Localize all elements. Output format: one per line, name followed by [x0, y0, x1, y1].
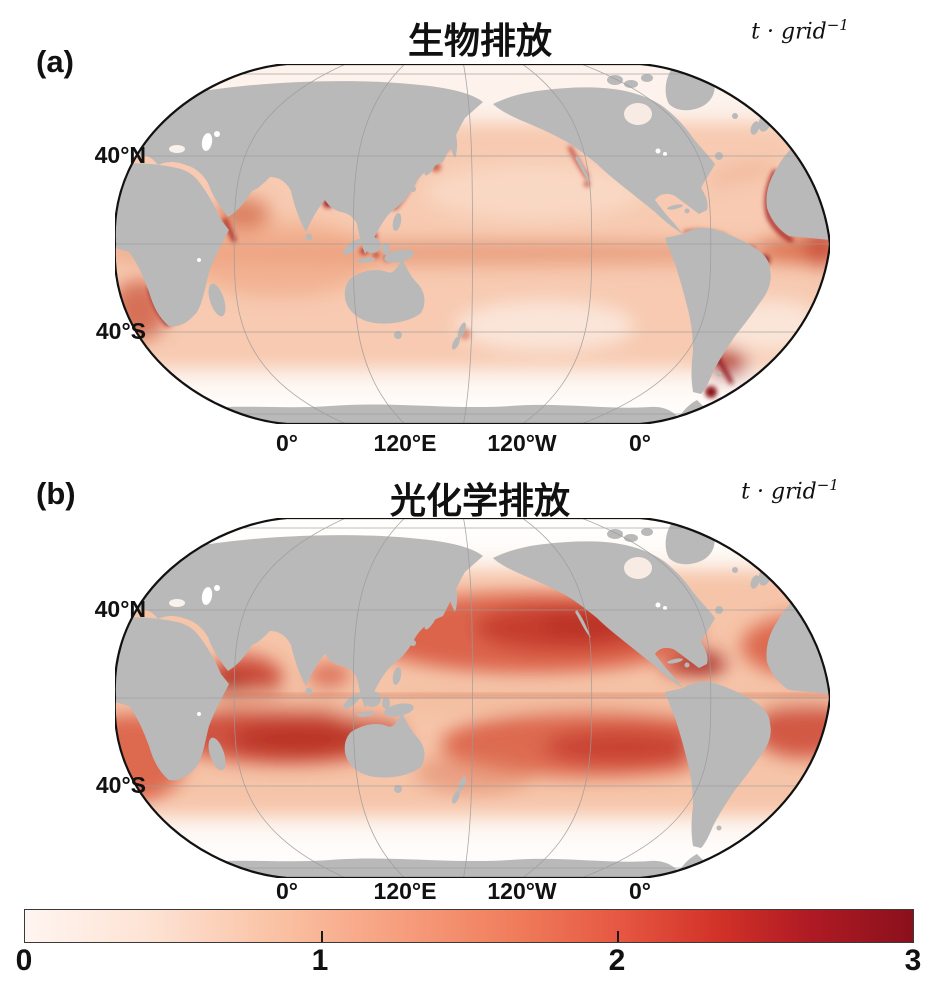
- panel-a-lon-0e: 0°: [276, 430, 298, 456]
- panel-a-lat-40n: 40°N: [94, 142, 146, 168]
- panel-b-lon-120w: 120°W: [487, 878, 557, 904]
- panel-b-lon-120e: 120°E: [373, 878, 437, 904]
- colorbar-label-3: 3: [904, 944, 922, 977]
- panel-a-lon-120w: 120°W: [487, 430, 557, 456]
- panel-b-lon-0e: 0°: [276, 878, 298, 904]
- panel-b-lon-0w: 0°: [629, 878, 651, 904]
- colorbar-label-0: 0: [15, 944, 33, 977]
- panel-b-index: (b): [36, 476, 76, 511]
- colorbar-label-2: 2: [608, 944, 626, 977]
- colorbar: [24, 909, 914, 943]
- panel-a-lat-40s: 40°S: [95, 318, 146, 344]
- colorbar-tick-2: [617, 931, 619, 942]
- panel-b-map: [115, 518, 830, 878]
- panel-b-title: 光化学排放: [389, 480, 571, 521]
- panel-a-units: t · grid−1: [751, 16, 849, 45]
- colorbar-tick-1: [320, 931, 323, 942]
- panel-b-lat-40s: 40°S: [95, 772, 146, 798]
- panel-a-title: 生物排放: [407, 20, 553, 61]
- panel-b-lat-40n: 40°N: [94, 596, 146, 622]
- panel-a-lon-120e: 120°E: [373, 430, 437, 456]
- colorbar-label-1: 1: [311, 944, 329, 977]
- panel-a-index: (a): [36, 44, 74, 79]
- panel-a-lon-0w: 0°: [629, 430, 651, 456]
- panel-a-map: [115, 64, 830, 424]
- panel-b-units: t · grid−1: [741, 476, 839, 505]
